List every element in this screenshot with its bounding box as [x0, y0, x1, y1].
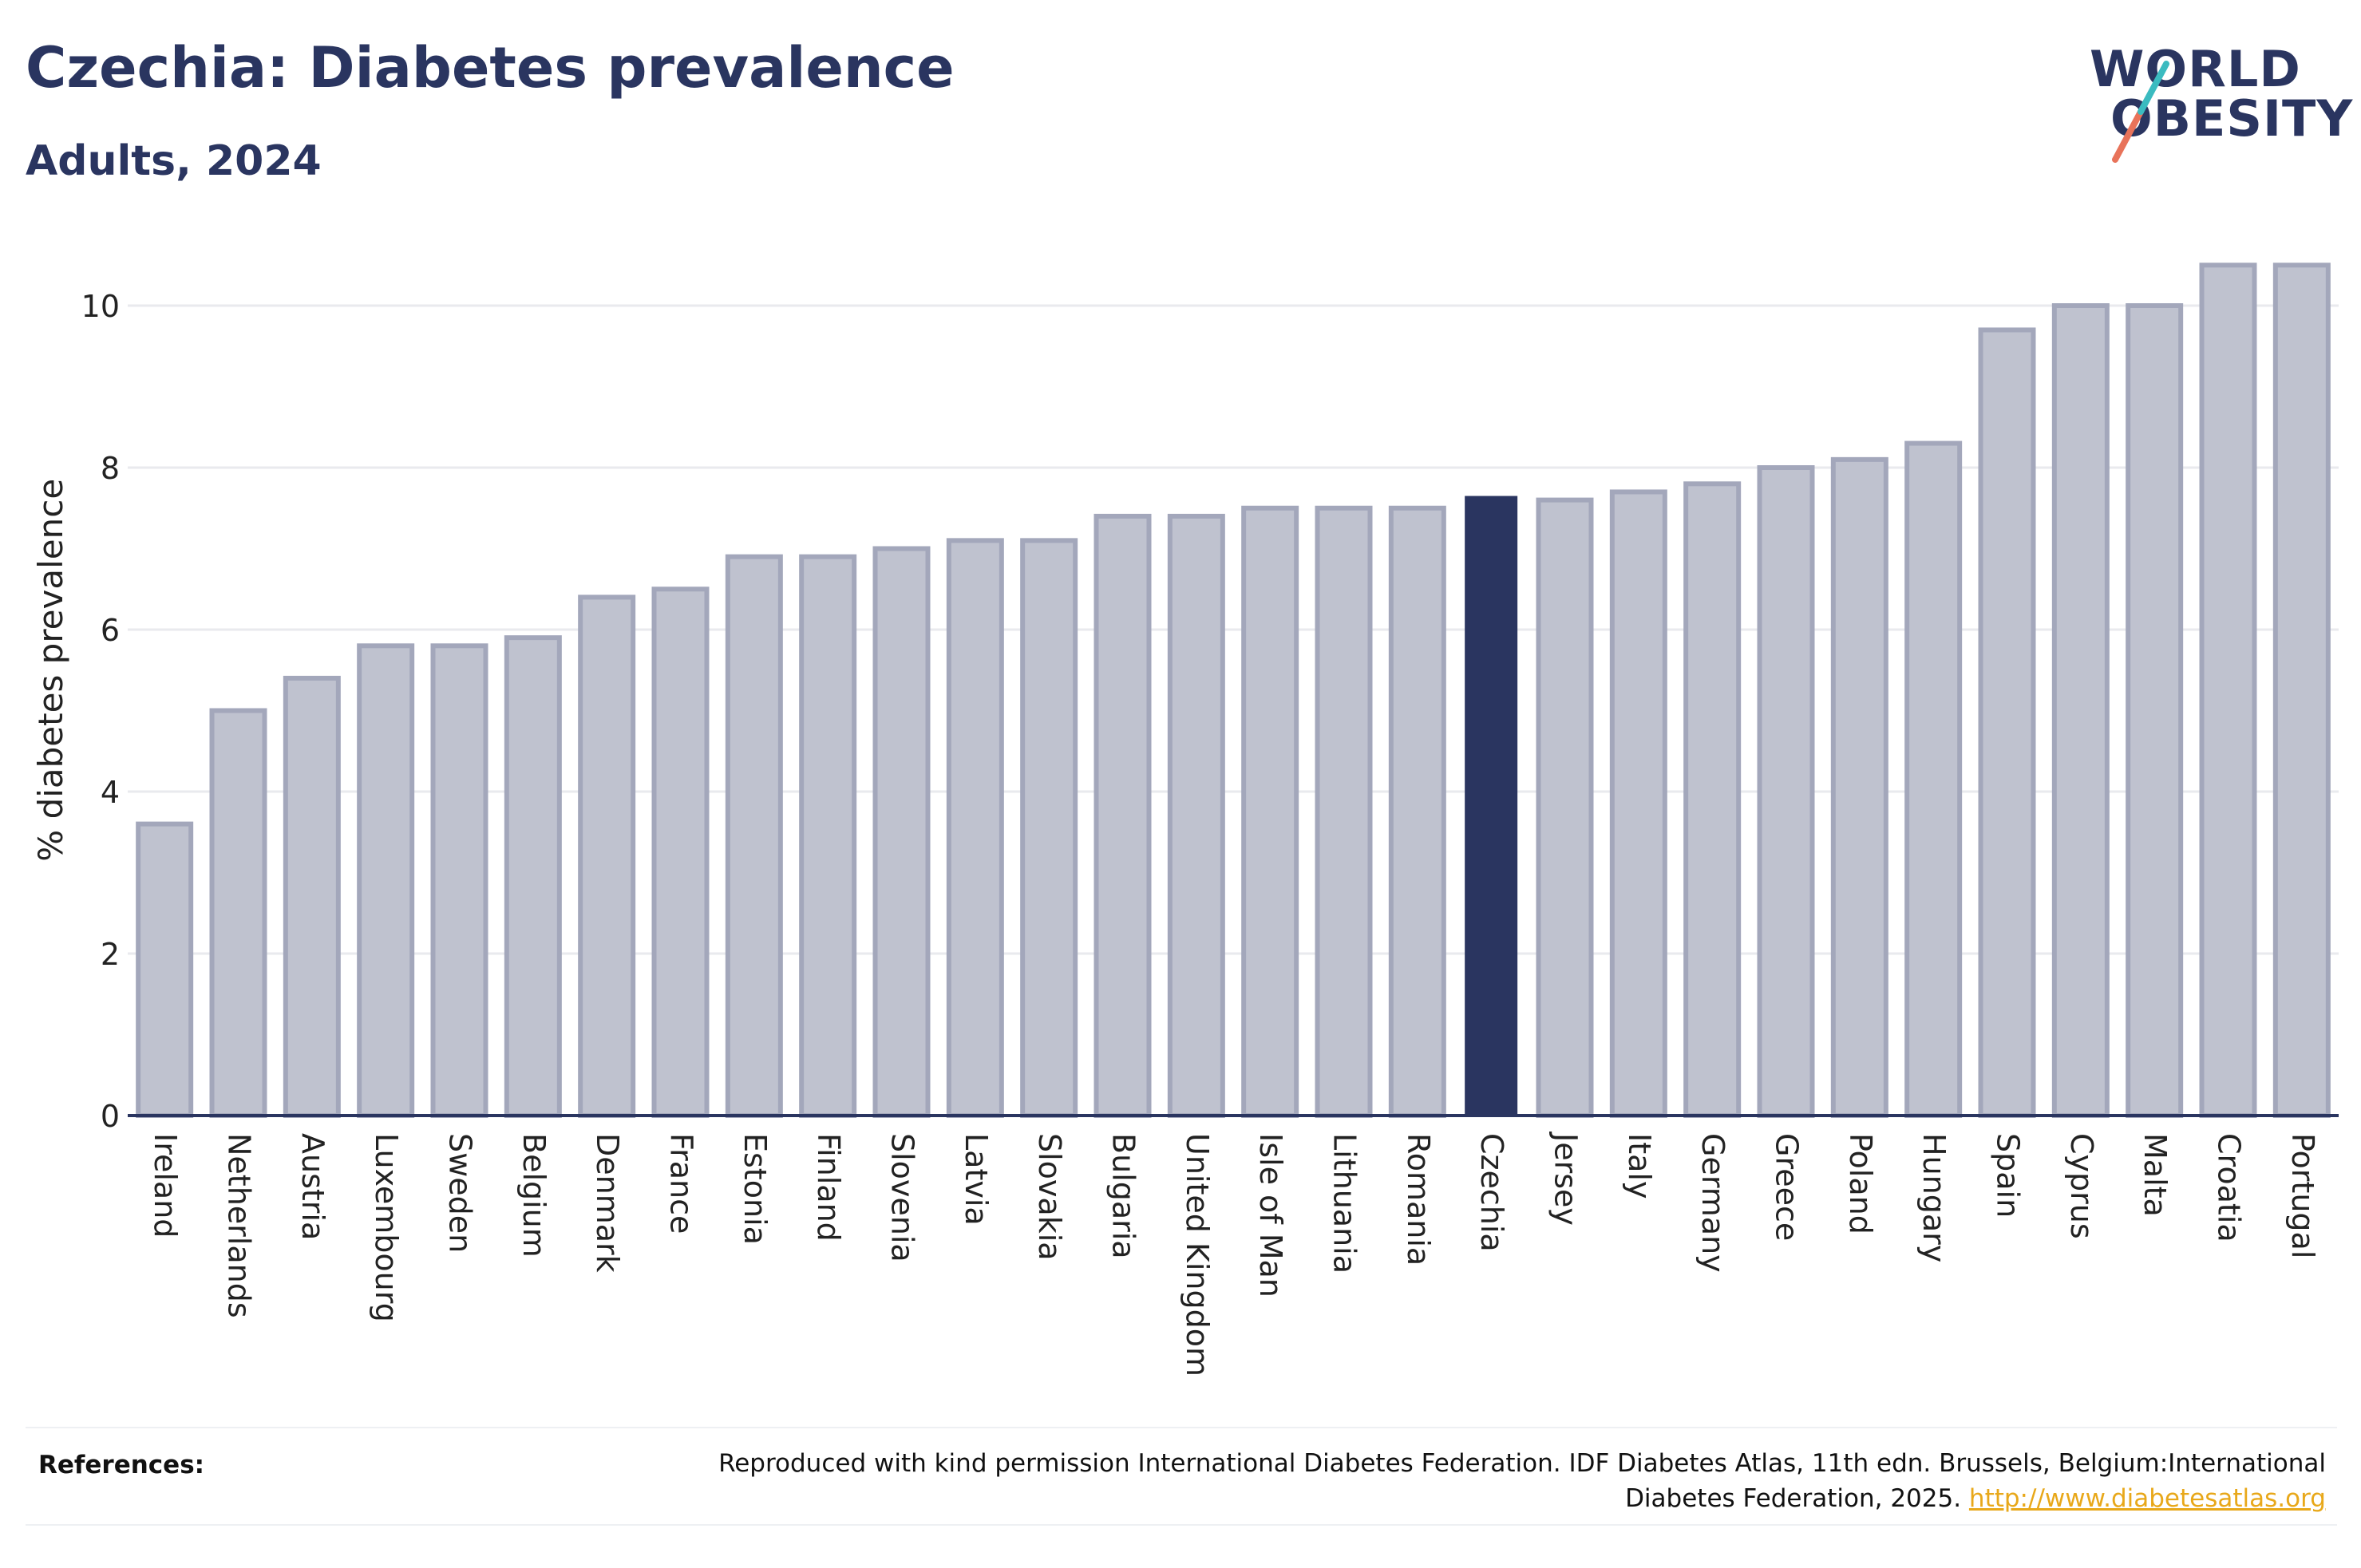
- x-tick-label: France: [664, 1133, 699, 1234]
- bar-croatia: [2199, 263, 2257, 1118]
- x-tick-label: Sweden: [443, 1133, 478, 1253]
- x-tick-label: Portugal: [2285, 1133, 2320, 1258]
- bar-estonia: [725, 554, 783, 1118]
- x-tick-label: Bulgaria: [1106, 1133, 1141, 1259]
- chart-subtitle: Adults, 2024: [26, 137, 322, 185]
- bar-romania: [1388, 505, 1446, 1118]
- references-divider-bottom: [26, 1524, 2337, 1526]
- references-text-block: Reproduced with kind permission Internat…: [650, 1446, 2326, 1516]
- bar-latvia: [946, 538, 1004, 1119]
- references-label: References:: [38, 1451, 205, 1479]
- x-tick-label: Greece: [1770, 1133, 1805, 1241]
- logo-line-1: WORLD: [2090, 40, 2301, 98]
- bars: [136, 263, 2331, 1119]
- bar-hungary: [1904, 440, 1963, 1118]
- bar-bulgaria: [1093, 513, 1152, 1118]
- bar-france: [651, 587, 710, 1118]
- y-tick-label: 8: [101, 451, 120, 486]
- bar-chart: 0 2 4 6 8 10 % diabetes prevalence Ireland Nethe…: [31, 263, 2339, 1376]
- x-tick-label: Luxembourg: [369, 1133, 404, 1322]
- x-tick-label: Hungary: [1916, 1133, 1952, 1262]
- bar-jersey: [1536, 497, 1594, 1119]
- bar-germany: [1683, 481, 1742, 1118]
- bar-slovenia: [872, 546, 931, 1118]
- x-tick-label: Italy: [1622, 1133, 1657, 1199]
- x-tick-label: Croatia: [2212, 1133, 2247, 1242]
- tick-labels: 0 2 4 6 8 10 % diabetes prevalence Ireland Nethe…: [31, 289, 2320, 1376]
- logo-slash-icon: [2112, 61, 2169, 163]
- bar-malta: [2126, 303, 2184, 1118]
- x-tick-label: Lithuania: [1327, 1133, 1362, 1274]
- bar-united-kingdom: [1167, 513, 1225, 1118]
- bar-cyprus: [2051, 303, 2110, 1118]
- bar-luxembourg: [357, 643, 415, 1118]
- bar-poland: [1830, 456, 1888, 1119]
- x-tick-label: Belgium: [516, 1133, 552, 1258]
- y-tick-label: 0: [101, 1099, 120, 1134]
- bar-lithuania: [1315, 505, 1373, 1118]
- references-link[interactable]: http://www.diabetesatlas.org: [1968, 1484, 2326, 1513]
- y-axis-title: % diabetes prevalence: [31, 479, 70, 862]
- x-tick-label: Malta: [2138, 1133, 2173, 1217]
- bar-isle-of-man: [1241, 505, 1299, 1118]
- x-tick-label: Cyprus: [2064, 1133, 2099, 1239]
- bar-slovakia: [1020, 538, 1078, 1119]
- x-tick-label: Isle of Man: [1253, 1133, 1288, 1297]
- bar-netherlands: [209, 708, 267, 1118]
- x-tick-label: Romania: [1401, 1133, 1436, 1266]
- y-tick-label: 10: [81, 289, 120, 324]
- y-tick-label: 6: [101, 613, 120, 648]
- bar-belgium: [504, 635, 562, 1118]
- y-tick-label: 4: [101, 775, 120, 810]
- x-tick-label: Germany: [1695, 1133, 1730, 1273]
- x-tick-label: Jersey: [1548, 1132, 1584, 1226]
- world-obesity-logo: WORLD OBESITY: [2067, 24, 2355, 168]
- x-tick-label: Latvia: [959, 1133, 994, 1226]
- x-tick-label: Slovenia: [885, 1133, 920, 1262]
- x-tick-label: United Kingdom: [1180, 1133, 1215, 1376]
- bar-sweden: [430, 643, 488, 1118]
- references-text: Reproduced with kind permission Internat…: [718, 1449, 2326, 1513]
- bar-denmark: [578, 594, 636, 1118]
- x-tick-label: Netherlands: [222, 1133, 257, 1318]
- y-tick-label: 2: [101, 937, 120, 972]
- x-tick-label: Spain: [1991, 1133, 2026, 1218]
- x-tick-label: Ireland: [148, 1133, 183, 1238]
- x-tick-label: Denmark: [590, 1133, 625, 1273]
- bar-italy: [1609, 489, 1667, 1118]
- bar-czechia: [1465, 496, 1518, 1116]
- grid-lines: [128, 304, 2339, 955]
- references-divider-top: [26, 1427, 2337, 1428]
- bar-finland: [799, 554, 857, 1118]
- bar-portugal: [2272, 263, 2331, 1118]
- bar-spain: [1978, 327, 2036, 1118]
- x-tick-label: Austria: [295, 1133, 330, 1240]
- bar-ireland: [136, 821, 194, 1118]
- chart-title: Czechia: Diabetes prevalence: [26, 35, 955, 101]
- x-tick-label: Estonia: [738, 1133, 773, 1245]
- x-tick-label: Slovakia: [1032, 1133, 1067, 1261]
- bar-austria: [283, 675, 341, 1118]
- x-tick-label: Poland: [1843, 1133, 1878, 1234]
- x-tick-label: Czechia: [1474, 1133, 1509, 1252]
- x-tick-label: Finland: [811, 1133, 846, 1242]
- bar-greece: [1757, 465, 1815, 1118]
